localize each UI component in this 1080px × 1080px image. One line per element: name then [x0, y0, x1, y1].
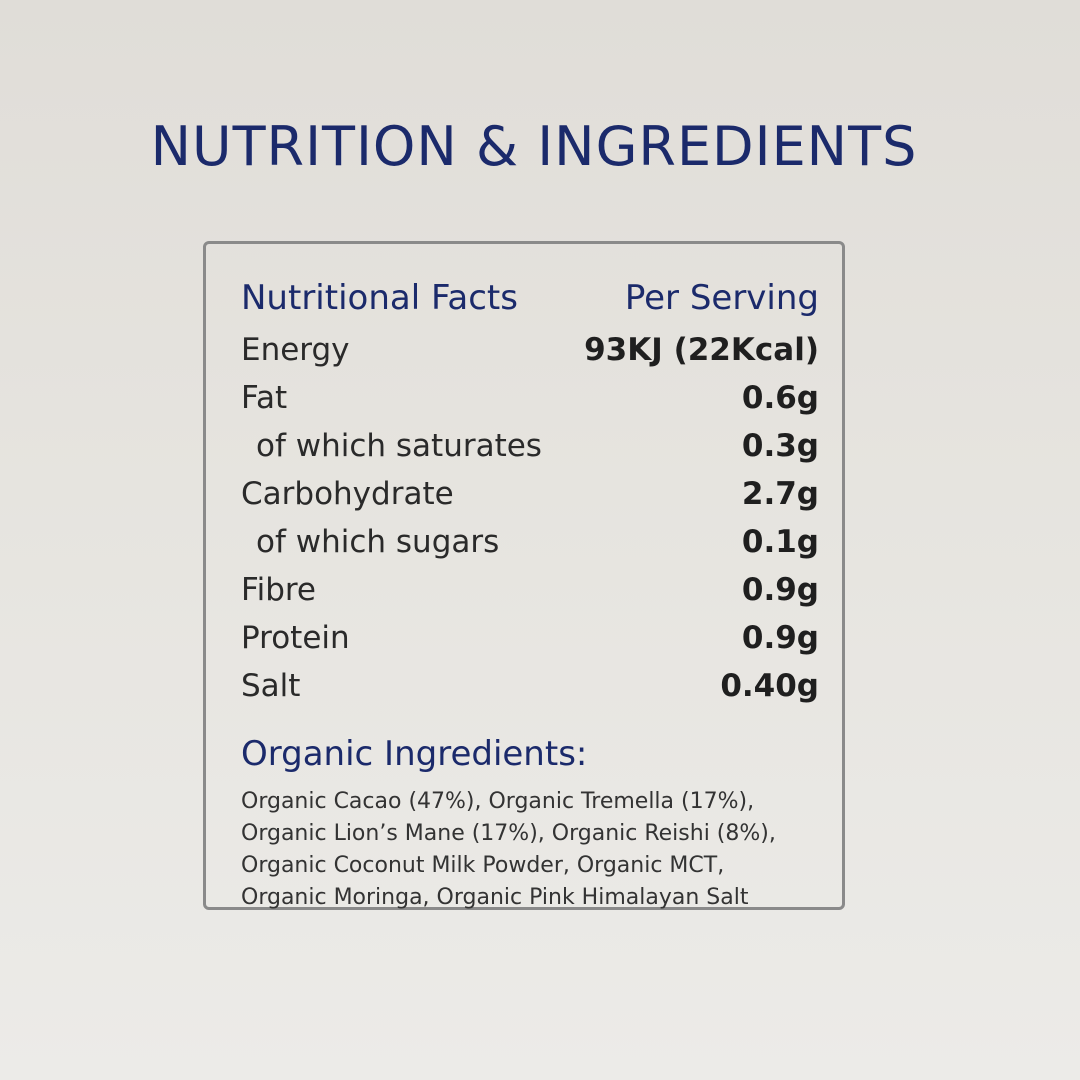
nutrition-panel: Nutritional Facts Per Serving Energy 93K…: [203, 241, 845, 910]
nutrient-row-saturates: of which saturates 0.3g: [241, 422, 819, 470]
nutrient-value: 0.3g: [741, 428, 819, 464]
nutrient-row-fat: Fat 0.6g: [241, 374, 819, 422]
nutrient-name: Energy: [241, 332, 350, 368]
nutrient-value: 0.9g: [741, 620, 819, 656]
nutrient-value: 0.6g: [741, 380, 819, 416]
nutrient-value: 93KJ (22Kcal): [584, 332, 819, 368]
page-title: NUTRITION & INGREDIENTS: [150, 115, 918, 178]
nutrient-row-protein: Protein 0.9g: [241, 614, 819, 662]
nutrient-value: 0.9g: [741, 572, 819, 608]
ingredient-line: Organic Coconut Milk Powder, Organic MCT…: [241, 853, 725, 878]
nutrient-name: of which saturates: [256, 428, 542, 464]
ingredient-line: Organic Cacao (47%), Organic Tremella (1…: [241, 789, 755, 814]
nutrient-row-salt: Salt 0.40g: [241, 662, 819, 710]
nutrient-row-fibre: Fibre 0.9g: [241, 566, 819, 614]
nutrient-name: Fibre: [241, 572, 317, 608]
nutrient-row-sugars: of which sugars 0.1g: [241, 518, 819, 566]
ingredients-list: Organic Cacao (47%), Organic Tremella (1…: [241, 786, 821, 914]
ingredients-heading: Organic Ingredients:: [241, 734, 588, 774]
nutrient-name: Fat: [241, 380, 288, 416]
nutrient-row-carbohydrate: Carbohydrate 2.7g: [241, 470, 819, 518]
nutrient-value: 2.7g: [741, 476, 819, 512]
nutritional-facts-heading: Nutritional Facts: [241, 278, 518, 318]
ingredient-line: Organic Lion’s Mane (17%), Organic Reish…: [241, 821, 776, 846]
nutrition-header-row: Nutritional Facts Per Serving: [241, 276, 819, 320]
nutrient-name: Carbohydrate: [241, 476, 454, 512]
ingredient-line: Organic Moringa, Organic Pink Himalayan …: [241, 885, 749, 910]
nutrient-name: Salt: [241, 668, 301, 704]
nutrition-rows: Energy 93KJ (22Kcal) Fat 0.6g of which s…: [241, 326, 819, 710]
nutrient-value: 0.1g: [741, 524, 819, 560]
nutrient-row-energy: Energy 93KJ (22Kcal): [241, 326, 819, 374]
nutrient-name: Protein: [241, 620, 350, 656]
nutrient-value: 0.40g: [720, 668, 819, 704]
per-serving-heading: Per Serving: [624, 278, 819, 318]
nutrient-name: of which sugars: [256, 524, 500, 560]
